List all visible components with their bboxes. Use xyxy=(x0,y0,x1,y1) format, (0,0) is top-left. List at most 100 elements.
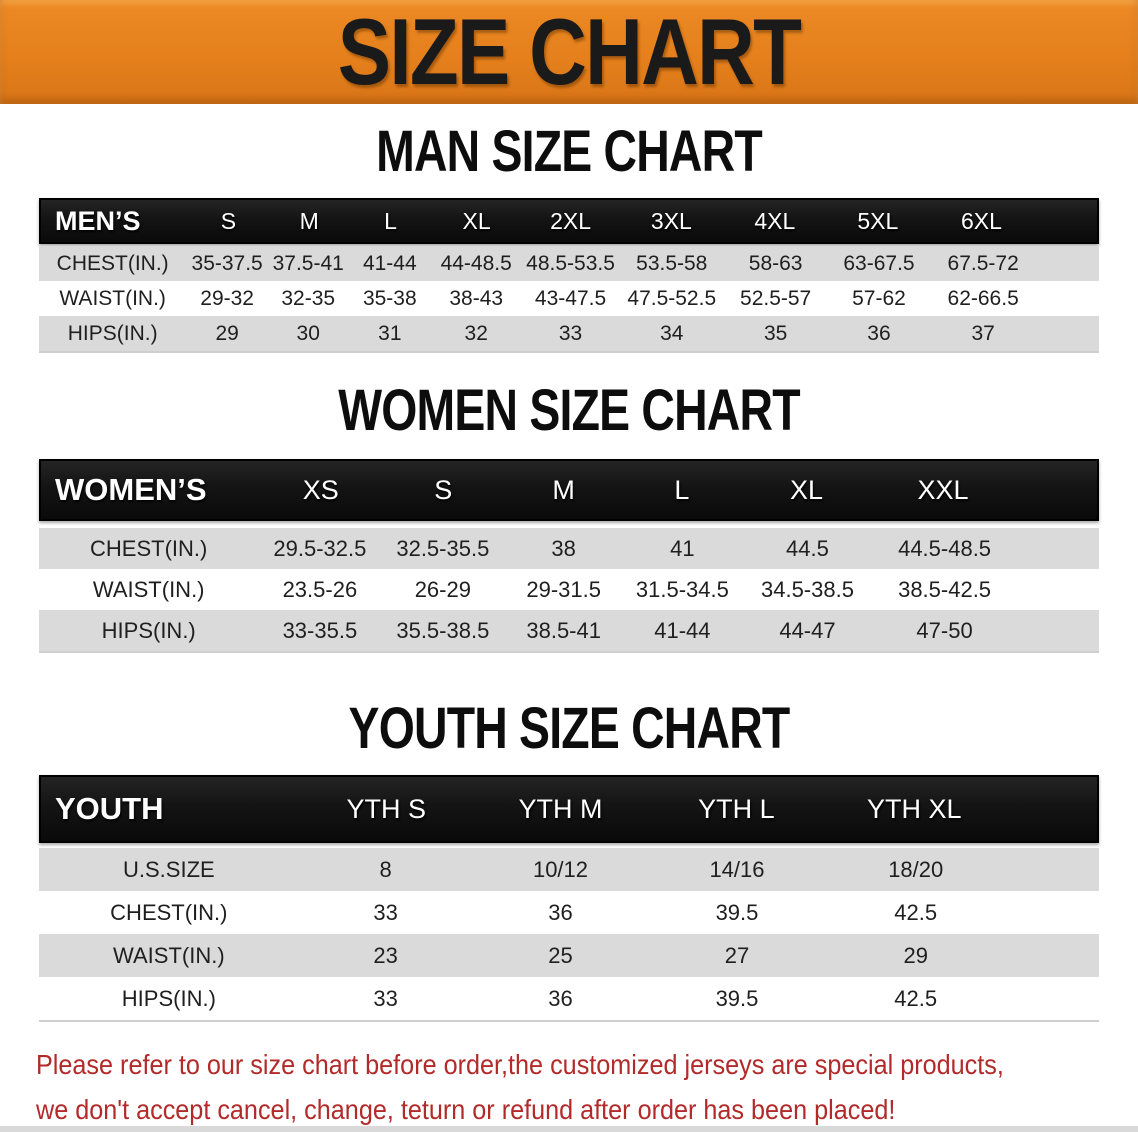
size-value-cell: 43-47.5 xyxy=(534,286,607,310)
measurement-row: HIPS(IN.) 33-35.5 35.5-38.5 38.5-41 41-44 44-… xyxy=(39,610,1099,653)
size-value-cell: 33 xyxy=(558,321,583,345)
size-value-cell: 38.5-41 xyxy=(526,617,601,643)
row-label-cell: HIPS(IN.) xyxy=(67,321,158,345)
column-header-cell: XL xyxy=(790,474,824,505)
column-header-cell: S xyxy=(220,207,237,234)
size-value-cell: 62-66.5 xyxy=(947,286,1019,310)
size-value-cell: 29-31.5 xyxy=(526,576,601,602)
size-value-cell: 37.5-41 xyxy=(272,251,344,275)
row-label-cell: CHEST(IN.) xyxy=(110,899,228,925)
youth-size-section: YOUTH SIZE CHART YOUTH YTH S YTH M YTH L YTH … xyxy=(0,653,1138,1022)
disclaimer-line-1: Please refer to our size chart before or… xyxy=(36,1049,1004,1080)
size-value-cell: 36 xyxy=(867,321,891,345)
measurement-row: HIPS(IN.) 33 36 39.5 42.5 xyxy=(39,977,1099,1022)
size-value-cell: 26-29 xyxy=(414,576,471,602)
disclaimer: Please refer to our size chart before or… xyxy=(0,1042,1138,1132)
youth-table-title-cell: YOUTH xyxy=(55,791,164,826)
banner-title: SIZE CHART xyxy=(337,0,802,104)
size-value-cell: 47-50 xyxy=(916,617,973,643)
size-value-cell: 63-67.5 xyxy=(843,251,915,275)
column-header-cell: L xyxy=(384,207,397,234)
size-value-cell: 44.5 xyxy=(786,535,829,561)
men-size-table: MEN’S S M L XL 2XL 3XL 4XL 5XL 6XL CHEST(IN.) 35-37… xyxy=(39,198,1099,353)
size-value-cell: 27 xyxy=(724,942,750,968)
measurement-row: U.S.SIZE 8 10/12 14/16 18/20 xyxy=(39,848,1099,891)
size-value-cell: 58-63 xyxy=(748,251,803,275)
size-value-cell: 44-47 xyxy=(779,617,836,643)
size-value-cell: 38 xyxy=(551,535,576,561)
women-table-header-row: WOMEN’S XS S M L XL XXL xyxy=(39,459,1099,521)
size-value-cell: 23.5-26 xyxy=(282,576,358,602)
size-value-cell: 41 xyxy=(670,535,695,561)
measurement-row: WAIST(IN.) 23 25 27 29 xyxy=(39,934,1099,977)
bottom-edge-strip xyxy=(0,1126,1138,1132)
column-header-cell: 3XL xyxy=(650,207,692,234)
disclaimer-line-2: we don't accept cancel, change, teturn o… xyxy=(36,1094,896,1125)
youth-size-table: YOUTH YTH S YTH M YTH L YTH XL U.S.SIZE 8 10/12… xyxy=(39,775,1099,1022)
measurement-row: HIPS(IN.) 29 30 31 32 33 34 35 36 37 xyxy=(39,316,1099,353)
women-size-section: WOMEN SIZE CHART WOMEN’S XS S M L XL XXL CHEST(I… xyxy=(0,353,1138,653)
column-header-cell: S xyxy=(434,474,453,505)
size-value-cell: 35.5-38.5 xyxy=(396,617,490,643)
measurement-row: CHEST(IN.) 33 36 39.5 42.5 xyxy=(39,891,1099,934)
column-header-cell: M xyxy=(552,474,575,505)
size-value-cell: 29 xyxy=(215,321,239,345)
measurement-row: CHEST(IN.) 35-37.5 37.5-41 41-44 44-48.5 48.5… xyxy=(39,246,1099,281)
size-value-cell: 31 xyxy=(378,321,402,345)
size-value-cell: 32-35 xyxy=(281,286,336,310)
size-value-cell: 34.5-38.5 xyxy=(760,576,854,602)
youth-table-header-row: YOUTH YTH S YTH M YTH L YTH XL xyxy=(39,775,1099,843)
size-value-cell: 36 xyxy=(548,899,573,925)
size-value-cell: 41-44 xyxy=(362,251,417,275)
column-header-cell: 4XL xyxy=(754,207,796,234)
size-value-cell: 23 xyxy=(373,942,398,968)
size-value-cell: 34 xyxy=(660,321,684,345)
size-value-cell: 29 xyxy=(903,942,928,968)
column-header-cell: 2XL xyxy=(550,207,591,234)
size-value-cell: 52.5-57 xyxy=(740,286,812,310)
size-value-cell: 36 xyxy=(548,985,573,1011)
size-value-cell: 10/12 xyxy=(532,856,589,882)
size-value-cell: 29-32 xyxy=(200,286,254,310)
men-size-section: MAN SIZE CHART MEN’S S M L XL 2XL 3XL 4XL 5XL 6XL C… xyxy=(0,104,1138,353)
size-value-cell: 42.5 xyxy=(894,899,938,925)
column-header-cell: XL xyxy=(462,207,491,234)
size-value-cell: 53.5-58 xyxy=(636,251,708,275)
column-header-cell: M xyxy=(299,207,319,234)
column-header-cell: XXL xyxy=(917,474,969,505)
size-value-cell: 38-43 xyxy=(449,286,504,310)
men-section-heading: MAN SIZE CHART xyxy=(376,118,763,184)
column-header-cell: YTH S xyxy=(346,793,427,824)
size-value-cell: 39.5 xyxy=(715,899,759,925)
size-value-cell: 33-35.5 xyxy=(282,617,358,643)
size-value-cell: 35-38 xyxy=(362,286,417,310)
women-size-table: WOMEN’S XS S M L XL XXL CHEST(IN.) 29.5-32.5 32.5… xyxy=(39,459,1099,653)
size-value-cell: 33 xyxy=(373,899,398,925)
column-header-cell: 5XL xyxy=(857,207,899,234)
row-label-cell: CHEST(IN.) xyxy=(90,535,208,561)
row-label-cell: WAIST(IN.) xyxy=(92,576,205,602)
size-value-cell: 47.5-52.5 xyxy=(627,286,717,310)
measurement-row: WAIST(IN.) 23.5-26 26-29 29-31.5 31.5-34.5 34… xyxy=(39,569,1099,610)
row-label-cell: U.S.SIZE xyxy=(123,856,215,882)
size-value-cell: 44-48.5 xyxy=(440,251,512,275)
size-value-cell: 33 xyxy=(373,985,398,1011)
column-header-cell: XS xyxy=(302,474,339,505)
women-section-heading: WOMEN SIZE CHART xyxy=(338,377,800,443)
row-label-cell: WAIST(IN.) xyxy=(113,942,225,968)
size-value-cell: 25 xyxy=(548,942,573,968)
column-header-cell: YTH L xyxy=(698,793,775,824)
size-value-cell: 41-44 xyxy=(654,617,711,643)
women-table-title-cell: WOMEN’S xyxy=(55,472,207,507)
size-value-cell: 8 xyxy=(379,856,392,882)
row-label-cell: CHEST(IN.) xyxy=(56,251,169,275)
size-value-cell: 35 xyxy=(763,321,788,345)
column-header-cell: YTH XL xyxy=(866,793,962,824)
size-value-cell: 42.5 xyxy=(894,985,938,1011)
size-value-cell: 57-62 xyxy=(852,286,906,310)
row-label-cell: HIPS(IN.) xyxy=(101,617,196,643)
size-value-cell: 32 xyxy=(464,321,488,345)
column-header-cell: YTH M xyxy=(518,793,603,824)
size-value-cell: 30 xyxy=(296,321,320,345)
